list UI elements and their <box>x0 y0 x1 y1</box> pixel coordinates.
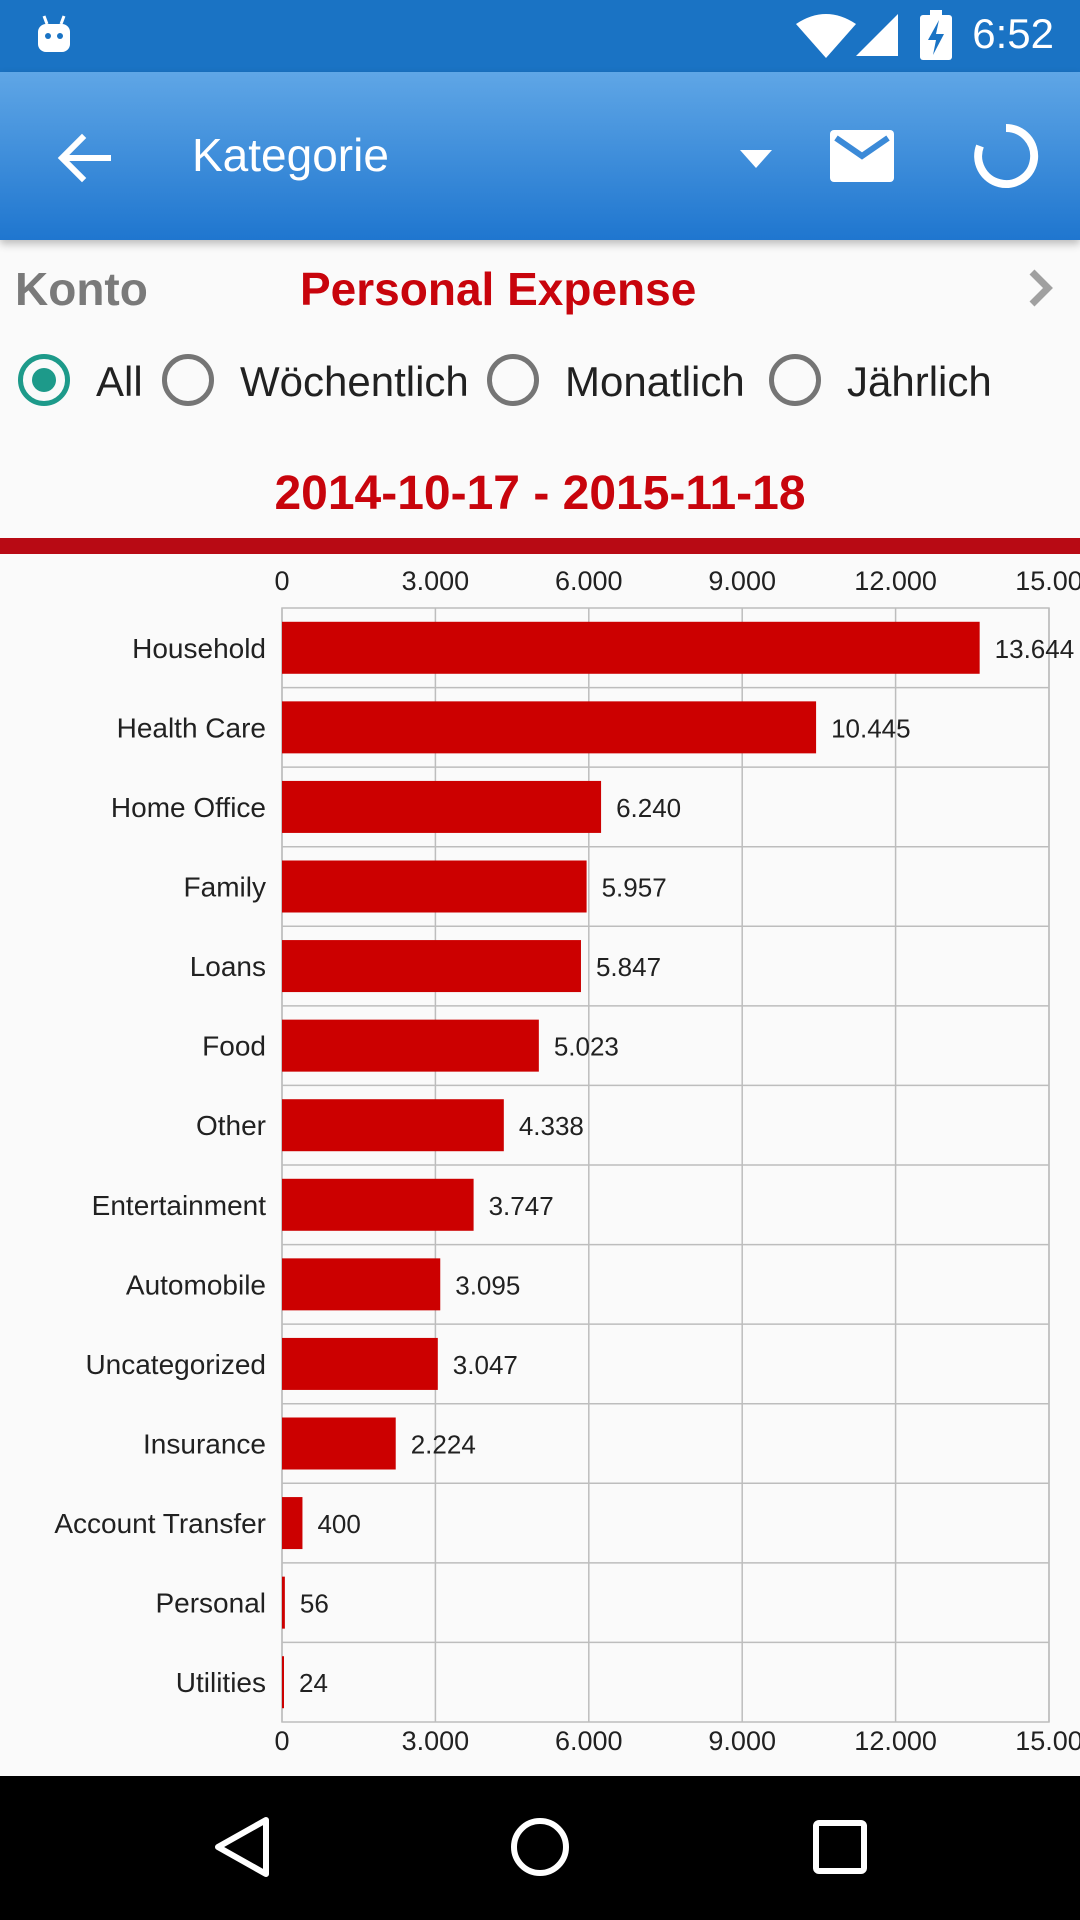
radio-checked-indicator[interactable] <box>18 354 70 406</box>
category-label: Home Office <box>111 792 266 823</box>
category-label: Health Care <box>117 712 266 743</box>
bar[interactable] <box>282 1337 438 1390</box>
back-triangle-icon[interactable] <box>212 1814 272 1880</box>
x-tick-label-top: 15.00 <box>1015 566 1080 596</box>
x-tick-label-top: 6.000 <box>555 566 623 596</box>
radio-weekly-label: Wöchentlich <box>240 358 469 405</box>
account-row[interactable]: Konto Personal Expense <box>0 258 1080 322</box>
radio-all-label: All <box>96 358 143 405</box>
x-tick-label-bottom: 6.000 <box>555 1726 623 1756</box>
x-tick-label-top: 3.000 <box>402 566 470 596</box>
dropdown-arrow-icon[interactable] <box>740 150 772 170</box>
category-label: Other <box>196 1110 266 1141</box>
bar-value-label: 3.747 <box>489 1191 554 1221</box>
category-label: Family <box>184 872 266 903</box>
section-divider <box>0 538 1080 554</box>
bar[interactable] <box>282 621 980 674</box>
bar-value-label: 10.445 <box>831 713 911 743</box>
bar-value-label: 2.224 <box>411 1430 476 1460</box>
x-tick-label-bottom: 0 <box>274 1726 289 1756</box>
bar-value-label: 5.023 <box>554 1032 619 1062</box>
x-tick-label-top: 9.000 <box>708 566 776 596</box>
bar[interactable] <box>282 1576 285 1629</box>
bar-value-label: 3.095 <box>455 1270 520 1300</box>
radio-yearly-label: Jährlich <box>847 358 992 405</box>
category-label: Entertainment <box>92 1190 267 1221</box>
radio-monthly[interactable]: Monatlich <box>487 350 757 420</box>
x-tick-label-bottom: 12.000 <box>854 1726 937 1756</box>
app-bar: Kategorie <box>0 72 1080 240</box>
account-label: Konto <box>15 263 148 315</box>
bar-value-label: 400 <box>317 1509 360 1539</box>
category-bar-chart[interactable]: 0 0 3.000 3.000 6.000 6.000 9.000 9.000 12.000 12… <box>0 556 1080 1774</box>
radio-unchecked-indicator[interactable] <box>769 354 821 406</box>
radio-unchecked-indicator[interactable] <box>162 354 214 406</box>
bar-value-label: 24 <box>299 1668 328 1698</box>
refresh-icon[interactable] <box>972 122 1040 190</box>
bar-value-label: 3.047 <box>453 1350 518 1380</box>
category-label: Personal <box>155 1588 266 1619</box>
bar-value-label: 5.847 <box>596 952 661 982</box>
category-label: Automobile <box>126 1269 266 1300</box>
category-label: Food <box>202 1031 266 1062</box>
recents-square-icon[interactable] <box>812 1814 868 1880</box>
bar-value-label: 5.957 <box>602 873 667 903</box>
bar[interactable] <box>282 860 587 913</box>
category-label: Utilities <box>176 1667 266 1698</box>
signal-icon <box>856 14 898 56</box>
chevron-right-icon[interactable] <box>1026 266 1056 310</box>
bar-value-label: 4.338 <box>519 1111 584 1141</box>
date-range-title: 2014-10-17 - 2015-11-18 <box>274 467 806 520</box>
bar-value-label: 56 <box>300 1589 329 1619</box>
bar[interactable] <box>282 1497 303 1550</box>
bar[interactable] <box>282 701 817 754</box>
bar[interactable] <box>282 1178 474 1231</box>
battery-charging-icon <box>920 10 952 60</box>
radio-all[interactable]: All <box>18 350 158 420</box>
bar[interactable] <box>282 1019 539 1072</box>
back-arrow-icon[interactable] <box>54 128 114 188</box>
system-nav-bar <box>0 1776 1080 1920</box>
radio-weekly[interactable]: Wöchentlich <box>162 350 472 420</box>
category-label: Household <box>132 633 266 664</box>
mail-icon[interactable] <box>830 130 894 182</box>
x-tick-label-bottom: 3.000 <box>402 1726 470 1756</box>
chart-svg: 0 0 3.000 3.000 6.000 6.000 9.000 9.000 12.000 12… <box>54 566 1080 1756</box>
bar-value-label: 6.240 <box>616 793 681 823</box>
category-label: Uncategorized <box>85 1349 266 1380</box>
wifi-icon <box>796 14 856 58</box>
bar-value-label: 13.644 <box>995 634 1075 664</box>
bar[interactable] <box>282 940 581 993</box>
category-label: Insurance <box>143 1429 266 1460</box>
category-label: Account Transfer <box>54 1508 266 1539</box>
status-time: 6:52 <box>972 10 1054 57</box>
page-title[interactable]: Kategorie <box>192 129 389 181</box>
x-tick-label-bottom: 15.00 <box>1015 1726 1080 1756</box>
radio-unchecked-indicator[interactable] <box>487 354 539 406</box>
x-tick-label-top: 12.000 <box>854 566 937 596</box>
period-radio-group: All Wöchentlich Monatlich Jährlich <box>0 350 1080 420</box>
category-label: Loans <box>190 951 266 982</box>
android-notification-icon <box>38 15 70 52</box>
bar[interactable] <box>282 1417 396 1470</box>
account-name: Personal Expense <box>300 263 697 315</box>
bar[interactable] <box>282 780 602 833</box>
x-tick-label-bottom: 9.000 <box>708 1726 776 1756</box>
bar[interactable] <box>282 1099 504 1152</box>
radio-yearly[interactable]: Jährlich <box>769 350 1009 420</box>
status-bar: 6:52 <box>0 0 1080 72</box>
x-tick-label-top: 0 <box>274 566 289 596</box>
home-circle-icon[interactable] <box>510 1814 570 1880</box>
radio-monthly-label: Monatlich <box>565 358 745 405</box>
bar[interactable] <box>282 1258 441 1311</box>
bar[interactable] <box>282 1656 284 1709</box>
